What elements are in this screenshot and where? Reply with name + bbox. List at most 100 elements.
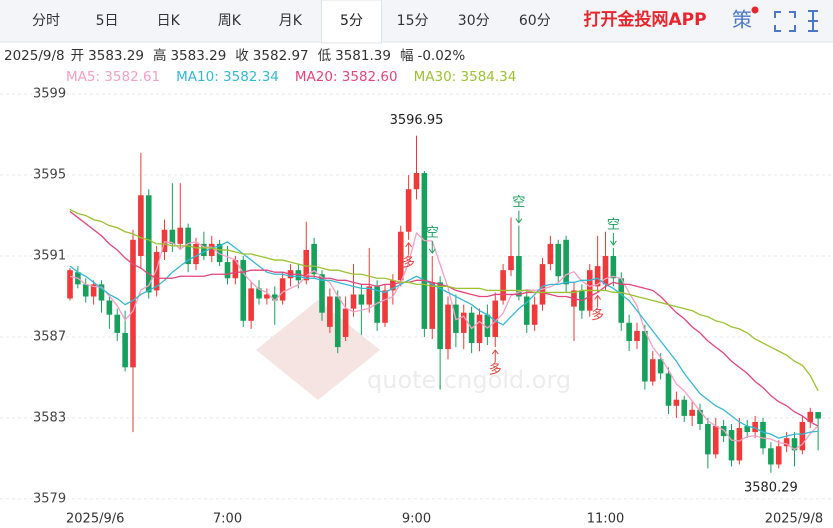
candle-body — [90, 284, 97, 297]
candle-body — [161, 229, 168, 252]
y-tick-label: 3583 — [33, 410, 66, 425]
candle-body — [201, 243, 207, 257]
candle-body — [271, 294, 278, 301]
info-value: 3581.39 — [335, 48, 391, 64]
tab[interactable]: 15分 — [397, 13, 429, 29]
candle-body — [208, 243, 215, 257]
signal-arrow-head — [609, 240, 617, 246]
candle-body — [279, 278, 286, 301]
info-value: 3583.29 — [88, 48, 144, 64]
tab[interactable]: 30分 — [458, 13, 490, 29]
candle-body — [413, 173, 420, 190]
watermark-text: quote.cngold.org — [367, 366, 571, 394]
candle-body — [374, 286, 380, 323]
candle-body — [240, 260, 247, 321]
y-tick-label: 3599 — [33, 87, 66, 102]
ma-line — [69, 210, 819, 427]
candle-body — [484, 314, 491, 337]
tab[interactable]: 60分 — [519, 13, 551, 29]
candle-body — [350, 294, 357, 309]
legend-entry: MA10: 3582.34 — [176, 69, 279, 85]
tab[interactable]: 分时 — [32, 13, 60, 29]
candle-body — [807, 411, 814, 422]
candle-body — [98, 284, 105, 301]
candle-body — [736, 428, 743, 461]
signal-label: 多 — [402, 254, 415, 270]
candle-body — [421, 173, 428, 329]
candle-body — [429, 282, 436, 329]
candle-body — [193, 243, 199, 265]
candle-body — [712, 426, 719, 455]
candle-body — [390, 280, 396, 291]
candle-body — [232, 260, 239, 279]
candle-body — [799, 421, 806, 451]
info-label: 低 — [318, 48, 332, 64]
candle-body — [705, 423, 711, 455]
candle-body — [791, 438, 798, 451]
tab[interactable]: 5分 — [340, 13, 363, 29]
signal-label: 多 — [591, 307, 604, 323]
candle-body — [697, 409, 703, 424]
info-value: 3583.29 — [170, 48, 226, 64]
candle-body — [634, 330, 640, 342]
candle-body — [264, 294, 270, 299]
signal-label: 空 — [426, 226, 439, 241]
ma-line — [69, 208, 819, 392]
signal-arrow-head — [428, 248, 436, 254]
candle-body — [145, 195, 152, 293]
candle-body — [437, 282, 443, 350]
candle-body — [445, 304, 451, 350]
info-label: 开 — [71, 48, 85, 64]
candle-body — [366, 286, 373, 305]
legend-entry: MA30: 3584.34 — [414, 69, 517, 85]
app-link[interactable]: 打开金投网APP — [583, 9, 706, 30]
tab[interactable]: 日K — [157, 13, 181, 29]
candle-body — [760, 421, 766, 449]
signal-label: 空 — [512, 195, 525, 210]
signal-arrow-head — [405, 241, 413, 248]
strategy-icon[interactable]: 策 — [732, 8, 752, 32]
candle-body — [642, 330, 648, 382]
candle-body — [256, 288, 262, 299]
candle-body — [122, 332, 128, 368]
y-tick-label: 3595 — [33, 168, 66, 183]
candle-body — [752, 421, 758, 433]
x-tick-label: 7:00 — [213, 512, 242, 527]
fullscreen-icon[interactable] — [774, 11, 796, 32]
candle-body — [216, 243, 223, 263]
signal-arrow-head — [491, 349, 499, 355]
tab[interactable]: 5日 — [96, 13, 119, 29]
legend-entry: MA20: 3582.60 — [295, 69, 398, 85]
candle-body — [602, 256, 609, 285]
candle-body — [657, 359, 664, 374]
candle-body — [665, 373, 672, 406]
candle-body — [610, 256, 617, 279]
candle-body — [405, 189, 412, 232]
x-tick-label: 2025/9/8 — [765, 512, 823, 527]
signal-label: 多 — [489, 362, 502, 378]
ma-line — [69, 241, 819, 439]
candle-body — [224, 262, 231, 279]
candle-body — [476, 314, 483, 344]
candle-body — [319, 274, 325, 313]
tab[interactable]: 周K — [218, 13, 242, 29]
candle-body — [815, 412, 821, 419]
candle-body — [563, 239, 569, 285]
legend-entry: MA5: 3582.61 — [66, 69, 160, 85]
notice-dot — [751, 6, 759, 14]
y-tick-label: 3579 — [33, 491, 66, 506]
candle-body — [500, 270, 506, 301]
candle-body — [516, 256, 522, 297]
candle-body — [555, 243, 562, 277]
candle-body — [508, 256, 514, 271]
menu-icon[interactable] — [808, 10, 818, 32]
info-value: 3582.97 — [253, 48, 309, 64]
candle-body — [177, 227, 184, 244]
info-date: 2025/9/8 — [4, 48, 65, 64]
tab[interactable]: 月K — [279, 13, 303, 29]
candle-body — [460, 312, 467, 333]
candle-body — [728, 430, 735, 461]
candle-body — [311, 243, 317, 275]
candle-body — [531, 304, 538, 325]
candle-body — [248, 288, 254, 321]
